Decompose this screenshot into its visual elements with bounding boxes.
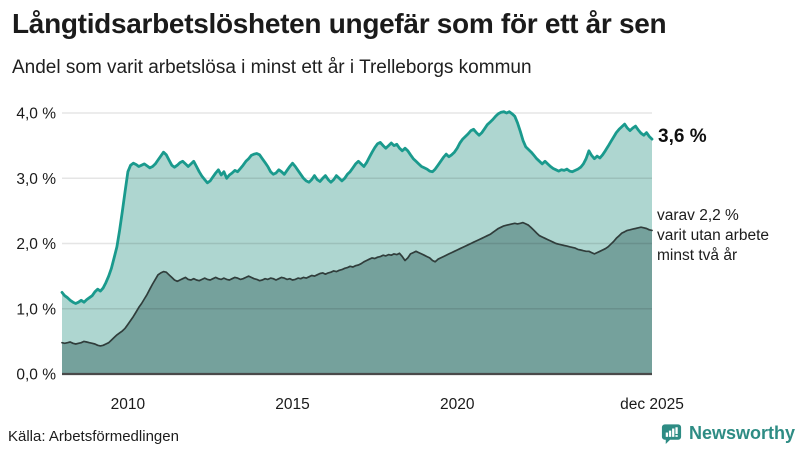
y-tick-label: 4,0 % — [16, 106, 56, 123]
area-series-2 — [62, 222, 652, 374]
x-tick-label: dec 2025 — [620, 396, 684, 413]
x-tick-label: 2015 — [275, 396, 309, 413]
y-tick-label: 2,0 % — [16, 236, 56, 253]
newsworthy-wordmark: Newsworthy — [688, 423, 795, 443]
line-series-1 — [60, 110, 654, 305]
line-series-2 — [61, 221, 653, 347]
x-tick-label: 2020 — [440, 396, 475, 413]
secondary-annotation: varav 2,2 % varit utan arbete minst två … — [657, 206, 769, 266]
secondary-annotation-line-3: minst två år — [657, 247, 738, 264]
secondary-annotation-line-1: varav 2,2 % — [657, 207, 739, 224]
y-tick-label: 0,0 % — [16, 367, 56, 384]
latest-value-label: 3,6 % — [658, 126, 707, 147]
x-tick-label: 2010 — [111, 396, 146, 413]
chart-subtitle: Andel som varit arbetslösa i minst ett å… — [12, 57, 532, 78]
y-tick-label: 3,0 % — [16, 171, 56, 188]
newsworthy-icon — [660, 422, 683, 445]
chart-title: Långtidsarbetslösheten ungefär som för e… — [12, 8, 667, 39]
secondary-annotation-line-2: varit utan arbete — [657, 227, 770, 244]
newsworthy-logo[interactable]: Newsworthy — [660, 422, 795, 445]
source-credit: Källa: Arbetsförmedlingen — [8, 428, 179, 445]
y-tick-label: 1,0 % — [16, 301, 56, 318]
